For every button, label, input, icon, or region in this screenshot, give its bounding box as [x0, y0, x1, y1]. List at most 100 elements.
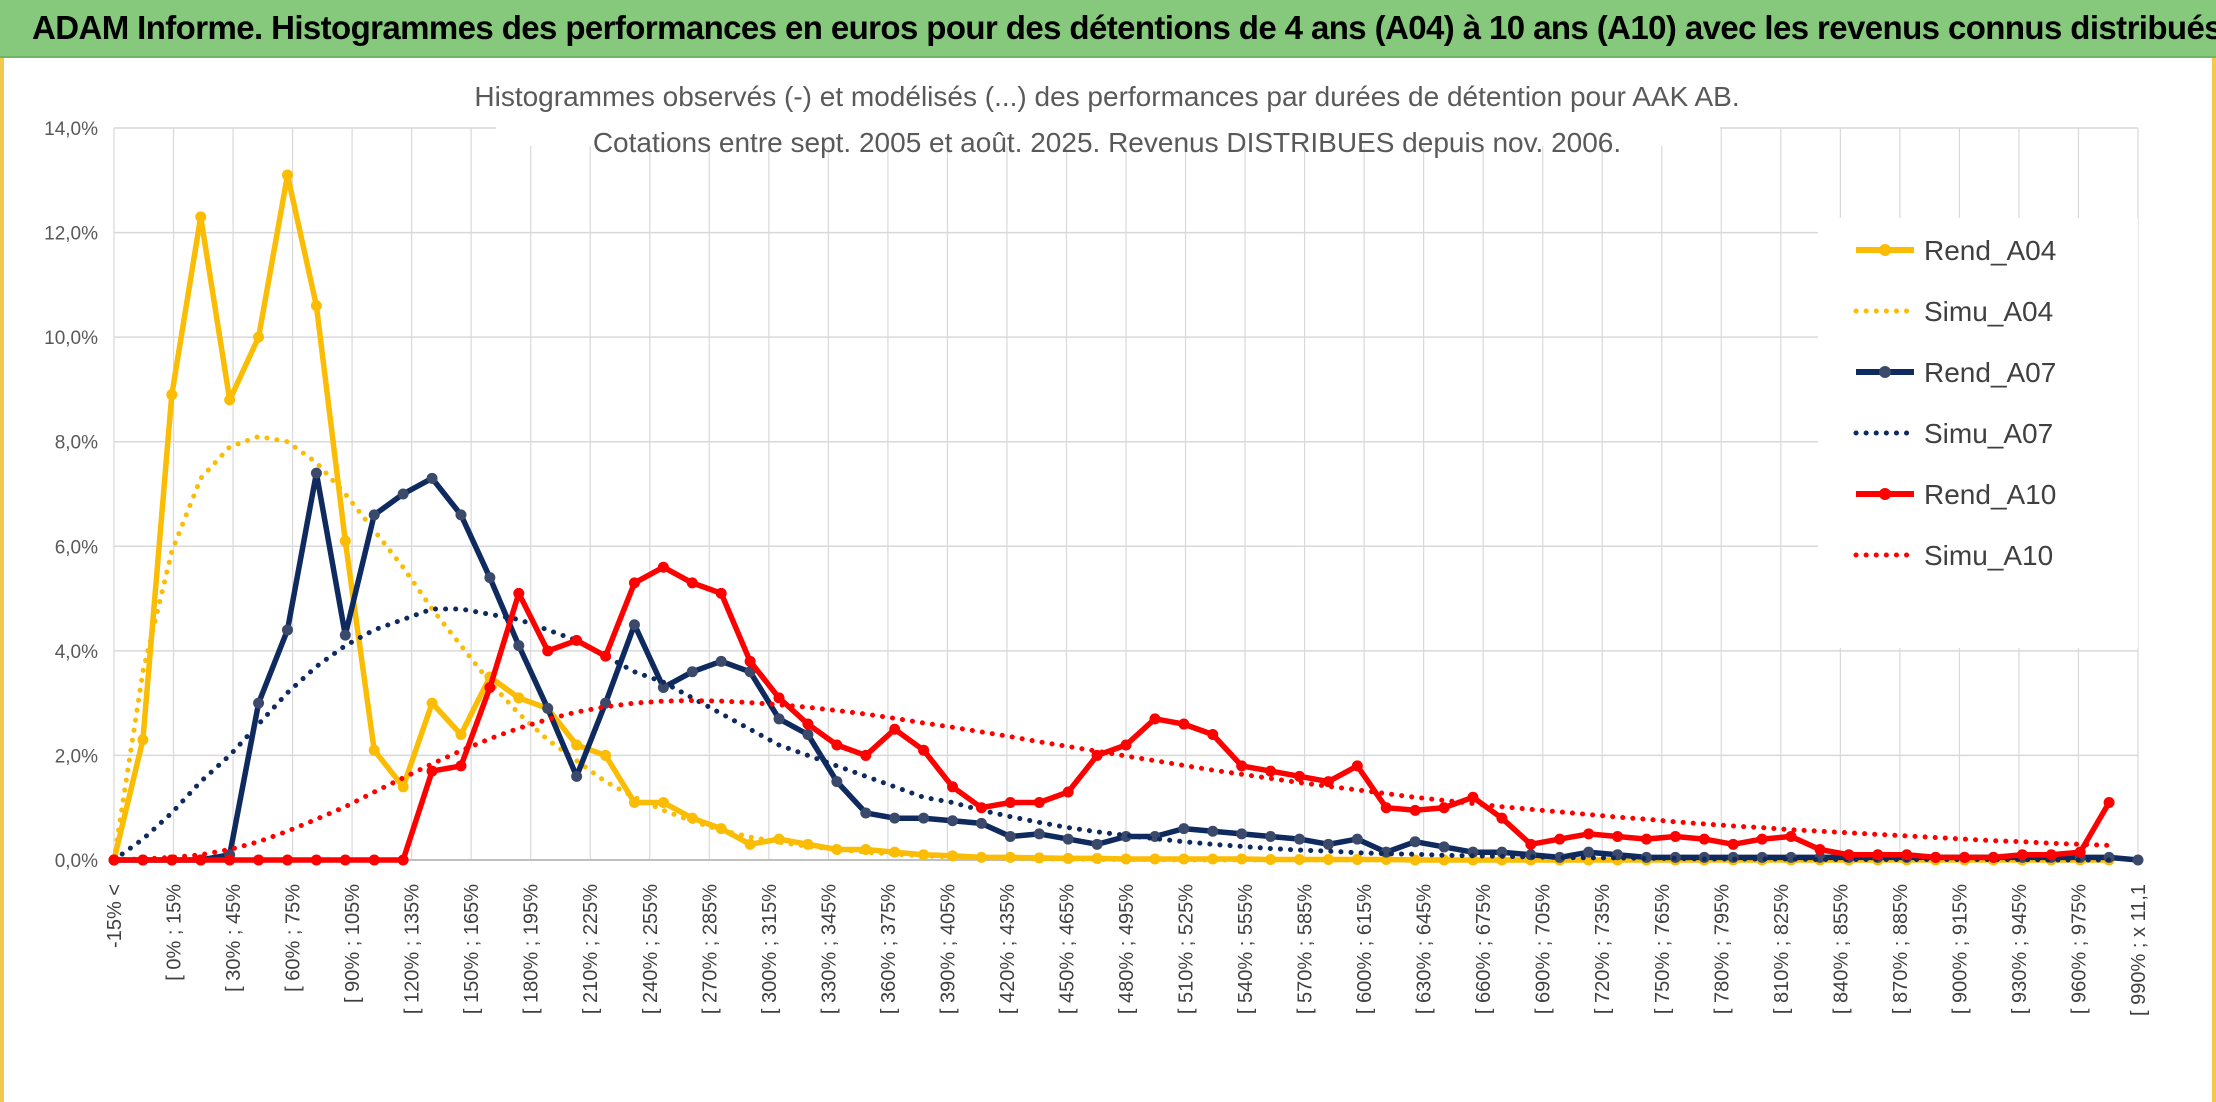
series-Simu_A07 — [111, 606, 2112, 863]
point-Rend_A07 — [253, 697, 265, 709]
point-Rend_A07 — [773, 713, 785, 725]
point-Rend_A10 — [426, 765, 438, 777]
x-tick-label: [ 450% ; 465% — [1056, 884, 1078, 1014]
point-Rend_A10 — [1554, 833, 1566, 845]
point-Rend_A10 — [195, 854, 207, 866]
point-Rend_A07 — [1033, 828, 1045, 840]
chart-title-line-2: Cotations entre sept. 2005 et août. 2025… — [593, 127, 1621, 158]
x-tick-label: [ 210% ; 225% — [580, 884, 602, 1014]
chart-title-line-1: Histogrammes observés (-) et modélisés (… — [474, 81, 1739, 112]
x-tick-label: [ 750% ; 765% — [1652, 884, 1674, 1014]
point-Rend_A07 — [1583, 846, 1595, 858]
point-Rend_A10 — [339, 854, 351, 866]
x-tick-label: [ 540% ; 555% — [1235, 884, 1257, 1014]
point-Rend_A07 — [1380, 846, 1392, 858]
x-tick-label: -15% < — [104, 884, 126, 948]
y-tick-label: 14,0% — [44, 119, 98, 140]
point-Rend_A10 — [1930, 851, 1942, 863]
x-tick-label: [ 240% ; 255% — [640, 884, 662, 1014]
x-tick-label: [ 180% ; 195% — [521, 884, 543, 1014]
point-Rend_A07 — [802, 729, 814, 741]
point-Rend_A10 — [1409, 804, 1421, 816]
point-Rend_A10 — [1149, 713, 1161, 725]
point-Rend_A10 — [657, 561, 669, 573]
point-Rend_A07 — [368, 509, 380, 521]
point-Rend_A07 — [1236, 828, 1248, 840]
point-Rend_A10 — [860, 749, 872, 761]
point-Rend_A10 — [1756, 833, 1768, 845]
series-Rend_A04 — [111, 172, 2110, 863]
x-tick-label: [ 810% ; 825% — [1771, 884, 1793, 1014]
y-axis: 0,0% 2,0% 4,0% 6,0% 8,0% 10,0% 12,0% 14,0% — [44, 119, 98, 872]
chart-title-bg — [496, 60, 1720, 146]
point-Rend_A10 — [253, 854, 265, 866]
point-Rend_A04 — [224, 394, 236, 406]
point-Rend_A07 — [889, 812, 901, 824]
point-Rend_A07 — [310, 467, 322, 479]
x-tick-label: [ 420% ; 435% — [997, 884, 1019, 1014]
point-Rend_A10 — [1236, 760, 1248, 772]
point-Rend_A10 — [310, 854, 322, 866]
x-tick-label: [ 570% ; 585% — [1295, 884, 1317, 1014]
point-Rend_A07 — [542, 702, 554, 714]
x-tick-label: [ 300% ; 315% — [759, 884, 781, 1014]
point-Rend_A10 — [1640, 833, 1652, 845]
point-Rend_A04 — [368, 744, 380, 756]
point-Rend_A07 — [860, 807, 872, 819]
point-Rend_A10 — [368, 854, 380, 866]
point-Rend_A10 — [1814, 844, 1826, 856]
y-tick-label: 6,0% — [55, 537, 98, 558]
point-Rend_A10 — [831, 739, 843, 751]
point-Rend_A10 — [889, 723, 901, 735]
point-Rend_A04 — [455, 729, 467, 741]
legend-label: Simu_A07 — [1924, 418, 2053, 449]
point-Rend_A07 — [628, 619, 640, 631]
point-Rend_A07 — [657, 681, 669, 693]
chart-frame: 0,0% 2,0% 4,0% 6,0% 8,0% 10,0% 12,0% 14,0% -15%… — [0, 58, 2216, 1102]
legend-label: Simu_A04 — [1924, 296, 2053, 327]
legend-label: Rend_A04 — [1924, 235, 2056, 266]
y-tick-label: 4,0% — [55, 642, 98, 663]
x-tick-label: [ 840% ; 855% — [1830, 884, 1852, 1014]
point-Rend_A10 — [1004, 796, 1016, 808]
x-tick-label: [ 30% ; 45% — [223, 884, 245, 992]
point-Rend_A07 — [455, 509, 467, 521]
point-Rend_A04 — [657, 796, 669, 808]
point-Rend_A10 — [1467, 791, 1479, 803]
point-Rend_A10 — [1265, 765, 1277, 777]
x-tick-label: [ 330% ; 345% — [818, 884, 840, 1014]
point-Rend_A07 — [1091, 838, 1103, 850]
point-Rend_A04 — [397, 781, 409, 793]
point-Rend_A10 — [600, 650, 612, 662]
legend: Rend_A04 Simu_A04 Rend_A07 Simu_A07 Rend_A10… — [1853, 235, 2056, 571]
point-Rend_A10 — [1583, 828, 1595, 840]
series-Simu_A04 — [111, 434, 2112, 863]
point-Rend_A04 — [1293, 853, 1305, 865]
point-Rend_A10 — [1872, 849, 1884, 861]
legend-label: Rend_A07 — [1924, 357, 2056, 388]
x-tick-label: [ 960% ; 975% — [2068, 884, 2090, 1014]
point-Rend_A10 — [397, 854, 409, 866]
point-Rend_A10 — [1496, 812, 1508, 824]
point-Rend_A07 — [1554, 851, 1566, 863]
point-Rend_A10 — [1351, 760, 1363, 772]
point-Rend_A10 — [1612, 830, 1624, 842]
point-Rend_A10 — [773, 692, 785, 704]
series-lines — [108, 169, 2144, 866]
point-Rend_A07 — [1265, 830, 1277, 842]
legend-marker — [1879, 488, 1891, 500]
point-Rend_A10 — [1727, 838, 1739, 850]
y-tick-label: 12,0% — [44, 224, 98, 245]
point-Rend_A10 — [1785, 830, 1797, 842]
point-Rend_A10 — [715, 587, 727, 599]
report-banner: ADAM Informe. Histogrammes des performan… — [0, 0, 2216, 58]
y-tick-label: 2,0% — [55, 746, 98, 767]
point-Rend_A10 — [484, 681, 496, 693]
point-Rend_A10 — [744, 655, 756, 667]
x-tick-label: [ 360% ; 375% — [878, 884, 900, 1014]
point-Rend_A10 — [975, 802, 987, 814]
x-tick-label: [ 390% ; 405% — [937, 884, 959, 1014]
point-Rend_A07 — [1496, 846, 1508, 858]
x-tick-label: [ 630% ; 645% — [1414, 884, 1436, 1014]
legend-bg — [1818, 218, 2138, 648]
